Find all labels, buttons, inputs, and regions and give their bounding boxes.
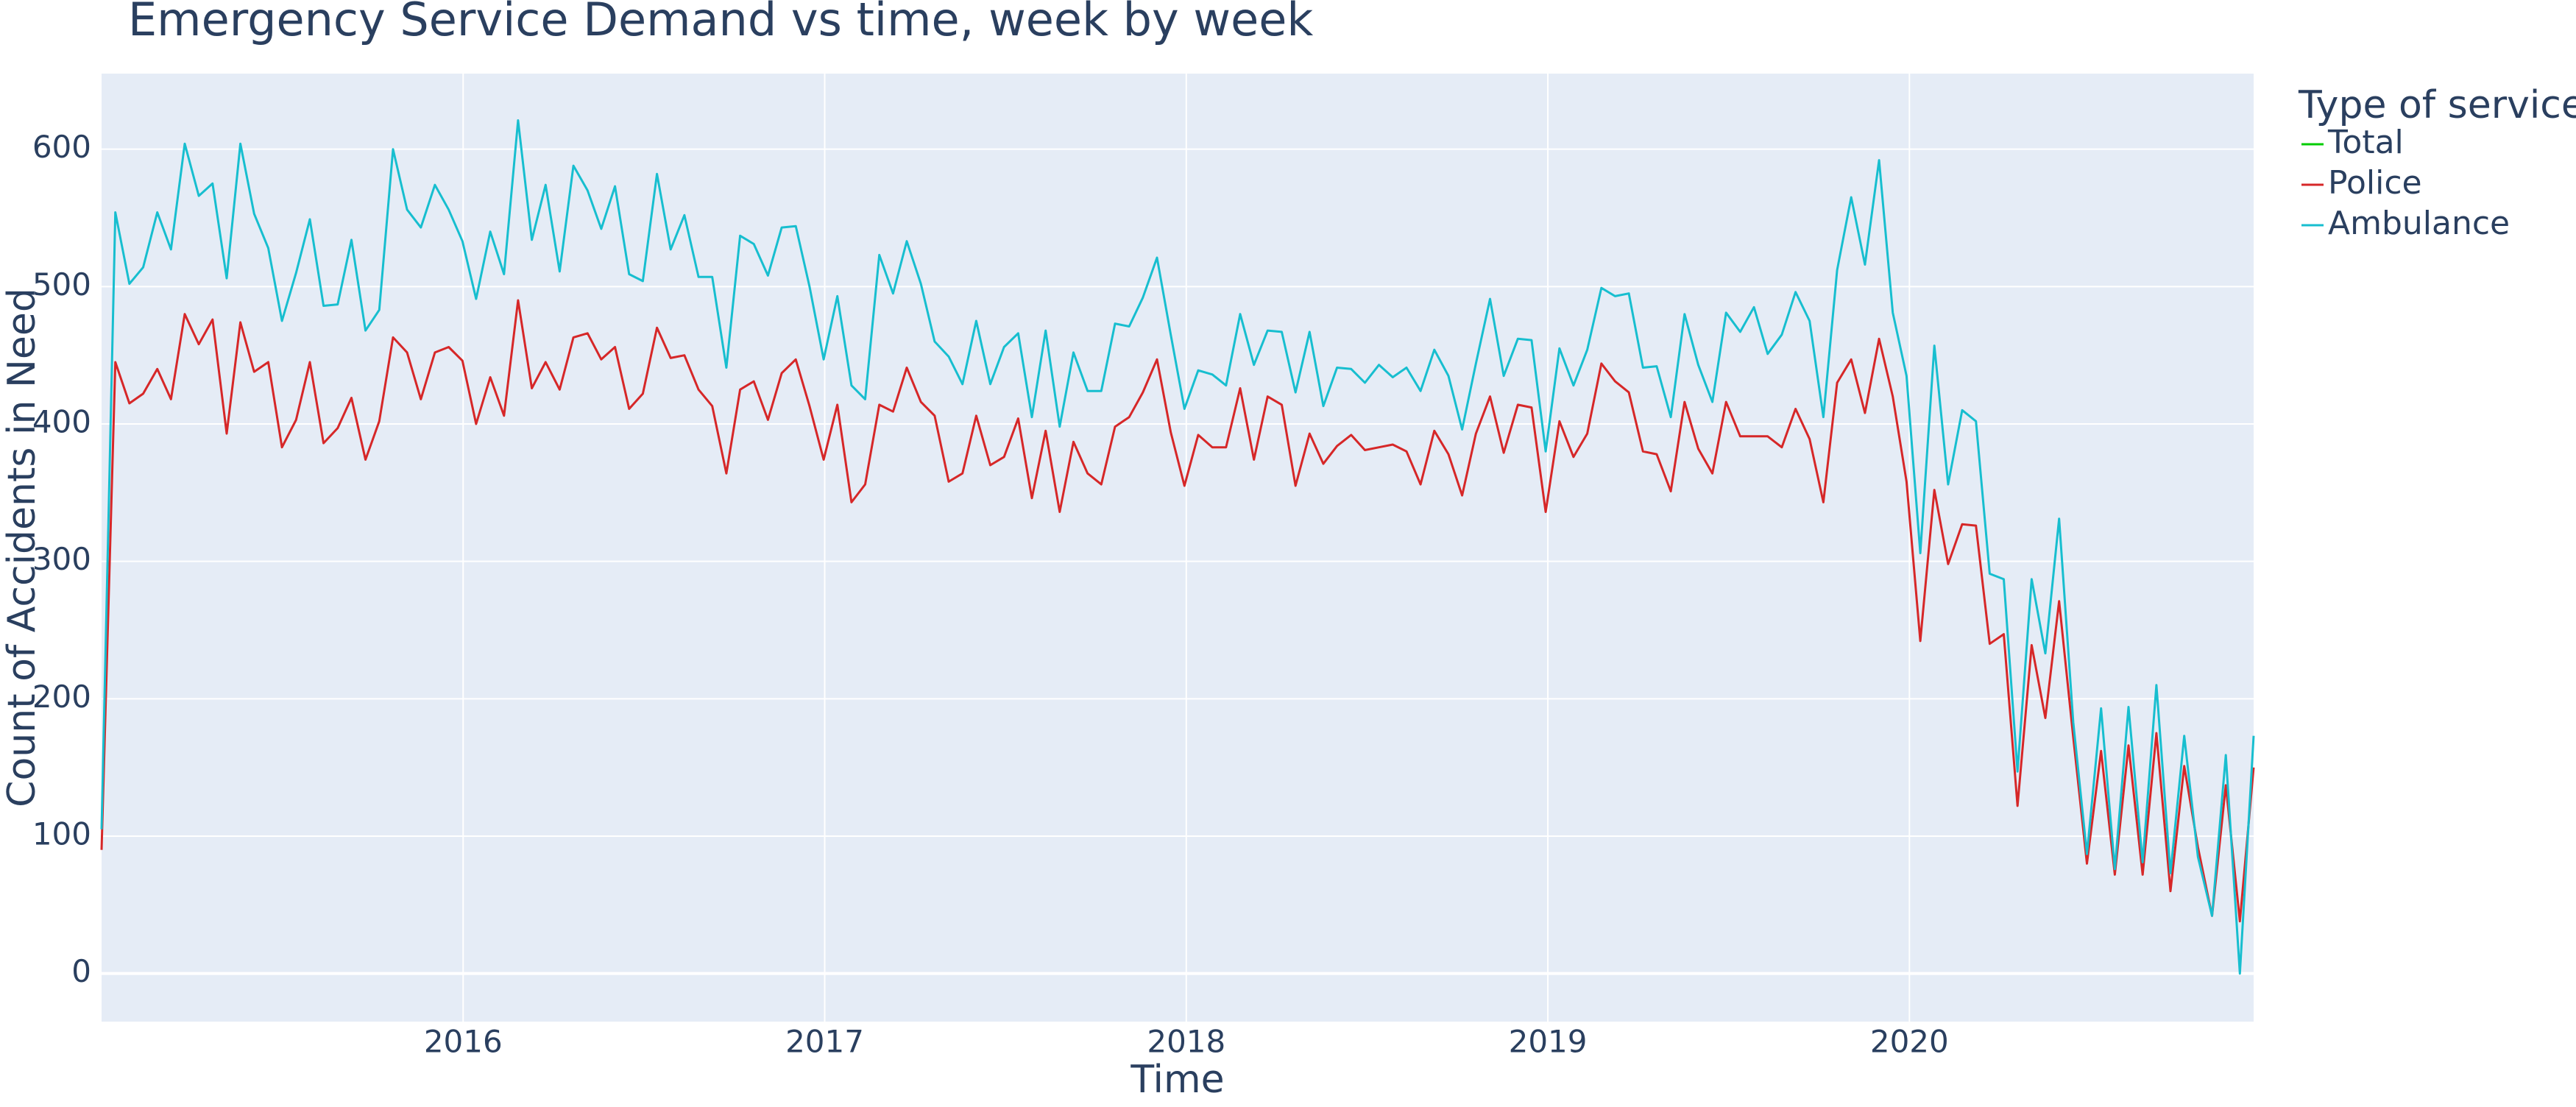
plot-background <box>102 74 2254 1022</box>
y-tick-label: 500 <box>32 266 91 303</box>
legend-label: Total <box>2327 124 2404 161</box>
x-tick-label: 2019 <box>1509 1024 1588 1060</box>
x-tick-label: 2016 <box>424 1024 503 1060</box>
x-tick-label: 2020 <box>1870 1024 1949 1060</box>
x-axis-title: Time <box>1130 1058 1224 1102</box>
y-tick-label: 300 <box>32 541 91 577</box>
series-line <box>100 299 2255 923</box>
legend-label: Police <box>2328 164 2422 202</box>
legend-title: Type of service <box>2298 83 2576 127</box>
y-tick-label: 400 <box>32 404 91 440</box>
chart-title: Emergency Service Demand vs time, week b… <box>128 0 1313 46</box>
series-line <box>100 119 2255 975</box>
legend-label: Ambulance <box>2328 205 2510 242</box>
x-tick-label: 2018 <box>1147 1024 1225 1060</box>
y-tick-label: 100 <box>32 816 91 852</box>
y-tick-label: 600 <box>32 129 91 165</box>
y-axis-title: Count of Accidents in Need <box>0 288 44 807</box>
y-tick-label: 200 <box>32 679 91 715</box>
y-tick-label: 0 <box>71 953 91 989</box>
x-tick-label: 2017 <box>785 1024 864 1060</box>
